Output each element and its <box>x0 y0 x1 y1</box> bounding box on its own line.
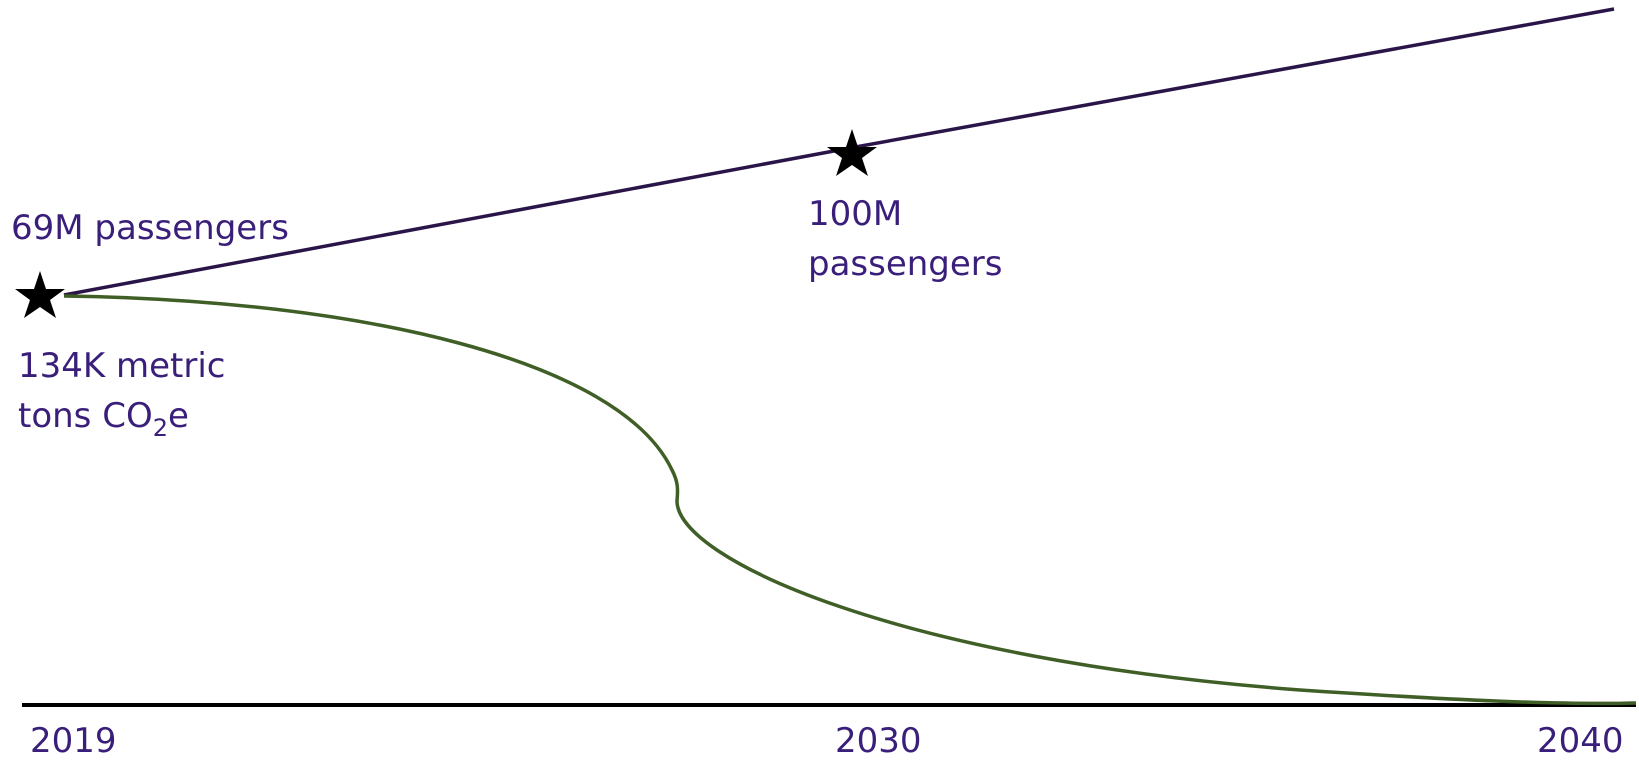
x-tick-label-2040: 2040 <box>1537 721 1624 761</box>
annotation-passengers-2030-line1: 100M <box>808 194 902 234</box>
star-icon <box>15 271 65 318</box>
x-tick-label-2030: 2030 <box>835 721 922 761</box>
annotation-emissions-text: tons CO <box>18 396 153 436</box>
annotation-emissions-2019-line1: 134K metric <box>18 346 226 386</box>
annotation-emissions-suffix: e <box>168 396 189 436</box>
series-emissions-line <box>63 294 1637 706</box>
annotation-passengers-2019: 69M passengers <box>11 208 289 248</box>
x-tick-label-2019: 2019 <box>30 721 117 761</box>
annotation-emissions-subscript: 2 <box>153 414 168 442</box>
annotation-passengers-2030-line2: passengers <box>808 244 1003 284</box>
annotation-emissions-2019-line2: tons CO2e <box>18 396 189 442</box>
star-icon <box>827 129 877 176</box>
